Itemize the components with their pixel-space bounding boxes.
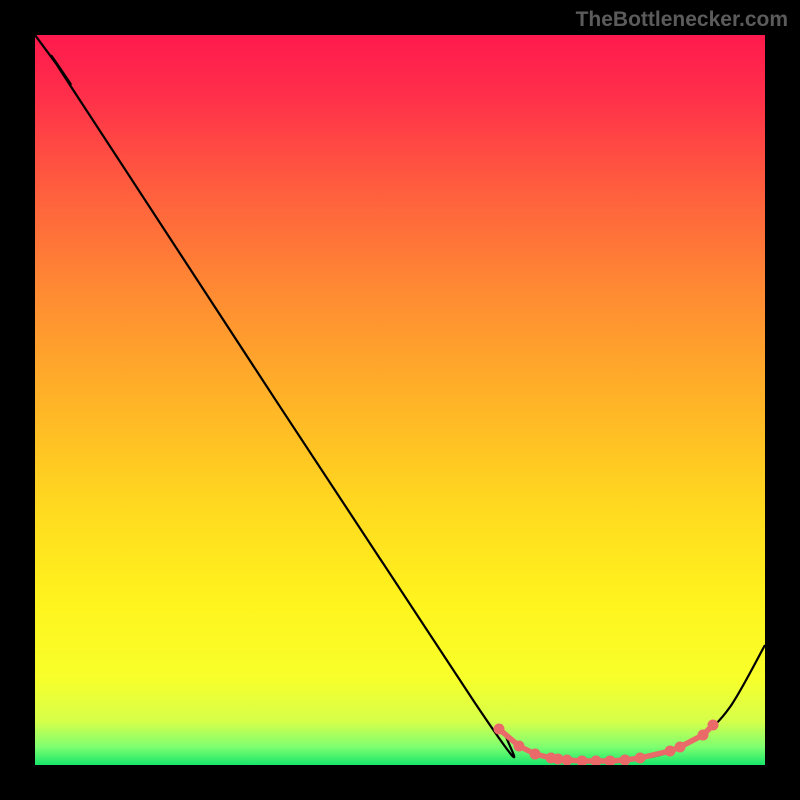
chart-canvas: TheBottlenecker.com	[0, 0, 800, 800]
marker-dot	[605, 756, 616, 766]
bottleneck-curve	[35, 35, 765, 761]
marker-dot	[635, 753, 646, 764]
marker-dot	[530, 749, 541, 760]
watermark-text: TheBottlenecker.com	[576, 8, 788, 32]
marker-segment	[525, 749, 530, 751]
marker-dot	[665, 746, 676, 757]
marker-segment	[707, 729, 710, 732]
marker-dot	[675, 742, 686, 753]
marker-dot	[591, 756, 602, 766]
marker-dot	[577, 756, 588, 766]
marker-dot	[620, 755, 631, 766]
marker-dot	[708, 720, 719, 731]
marker-segment	[630, 759, 635, 760]
marker-group	[494, 720, 719, 766]
marker-dot	[698, 730, 709, 741]
marker-dot	[562, 755, 573, 766]
curve-layer	[35, 35, 765, 765]
plot-area	[35, 35, 765, 765]
marker-dot	[514, 741, 525, 752]
marker-dot	[494, 724, 505, 735]
